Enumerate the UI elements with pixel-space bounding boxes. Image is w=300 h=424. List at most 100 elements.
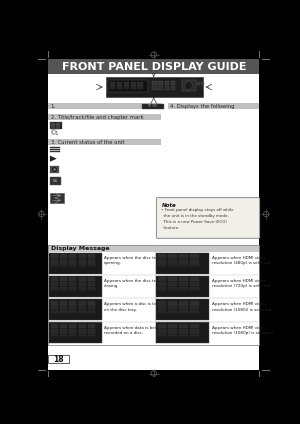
Bar — [88, 301, 95, 304]
Bar — [88, 263, 95, 266]
Bar — [190, 277, 199, 281]
Bar — [142, 104, 164, 109]
Bar — [60, 277, 67, 281]
Text: on the disc tray.: on the disc tray. — [104, 308, 137, 312]
Bar — [156, 299, 209, 320]
Circle shape — [185, 82, 193, 89]
Bar — [51, 123, 55, 126]
Bar — [60, 310, 67, 313]
Bar — [158, 263, 166, 266]
Bar — [88, 305, 95, 309]
Bar — [49, 323, 102, 343]
Bar — [169, 259, 177, 262]
Bar — [48, 355, 68, 363]
Bar — [88, 277, 95, 281]
Text: resolution (1080p) is selected.: resolution (1080p) is selected. — [212, 331, 274, 335]
Bar — [201, 82, 204, 85]
Bar — [49, 253, 102, 273]
Text: opening.: opening. — [104, 261, 122, 265]
Bar — [156, 276, 209, 297]
Bar — [190, 333, 199, 336]
Bar — [165, 81, 169, 85]
Bar — [158, 310, 166, 313]
Bar — [179, 310, 188, 313]
Bar — [69, 305, 76, 309]
Text: Appears when a disc is loaded: Appears when a disc is loaded — [104, 302, 166, 306]
Bar — [156, 253, 209, 273]
Circle shape — [53, 168, 56, 170]
Bar — [79, 310, 86, 313]
Bar — [158, 254, 166, 258]
Bar — [190, 287, 199, 290]
Bar — [69, 263, 76, 266]
Bar — [169, 287, 177, 290]
Text: 4. Displays the following: 4. Displays the following — [170, 104, 235, 109]
Bar — [60, 305, 67, 309]
Bar — [79, 259, 86, 262]
Bar — [88, 259, 95, 262]
Bar — [51, 126, 55, 128]
Bar — [182, 80, 196, 91]
Bar — [51, 305, 58, 309]
Bar — [158, 277, 166, 281]
Bar — [158, 287, 166, 290]
Bar — [116, 82, 122, 86]
Bar — [130, 86, 136, 89]
Bar — [158, 305, 166, 309]
Bar — [50, 166, 59, 173]
Bar — [60, 329, 67, 332]
Bar — [197, 82, 200, 85]
Bar — [79, 277, 86, 281]
Bar — [69, 329, 76, 332]
Bar — [60, 263, 67, 266]
Bar — [158, 333, 166, 336]
Bar — [158, 329, 166, 332]
Bar — [51, 301, 58, 304]
Bar — [110, 82, 115, 86]
Bar — [179, 329, 188, 332]
Bar — [158, 259, 166, 262]
Bar — [88, 333, 95, 336]
Text: Display Message: Display Message — [51, 246, 109, 251]
Bar — [179, 287, 188, 290]
Text: 1.: 1. — [51, 104, 56, 109]
Bar — [179, 254, 188, 258]
Bar — [49, 276, 102, 297]
Bar — [171, 86, 176, 90]
Bar — [169, 301, 177, 304]
Bar — [108, 80, 148, 92]
Bar — [48, 245, 259, 252]
Bar — [158, 324, 166, 328]
Circle shape — [52, 166, 58, 173]
Text: Appears when HDMI video: Appears when HDMI video — [212, 279, 266, 283]
Bar — [60, 287, 67, 290]
Bar — [106, 77, 202, 97]
Bar — [56, 126, 60, 128]
Text: Appears when data is being: Appears when data is being — [104, 326, 161, 329]
Bar — [169, 282, 177, 286]
FancyBboxPatch shape — [157, 198, 260, 238]
Bar — [179, 333, 188, 336]
Bar — [48, 245, 259, 345]
Text: feature.: feature. — [161, 226, 179, 230]
Text: closing.: closing. — [104, 285, 120, 288]
Bar — [69, 277, 76, 281]
Bar — [190, 259, 199, 262]
Bar — [69, 310, 76, 313]
Text: resolution (480p) is selected.: resolution (480p) is selected. — [212, 261, 272, 265]
Bar — [169, 254, 177, 258]
Bar — [179, 301, 188, 304]
Bar — [190, 305, 199, 309]
Bar — [51, 259, 58, 262]
Bar — [158, 282, 166, 286]
Text: resolution (1080i) is selected.: resolution (1080i) is selected. — [212, 308, 272, 312]
Bar — [88, 329, 95, 332]
Bar — [179, 259, 188, 262]
Text: • Front panel display stays off while: • Front panel display stays off while — [161, 208, 233, 212]
Bar — [169, 263, 177, 266]
Bar — [130, 82, 136, 86]
Text: Appears when the disc tray is: Appears when the disc tray is — [104, 256, 165, 259]
Bar — [190, 329, 199, 332]
Polygon shape — [50, 156, 57, 162]
Bar — [190, 282, 199, 286]
